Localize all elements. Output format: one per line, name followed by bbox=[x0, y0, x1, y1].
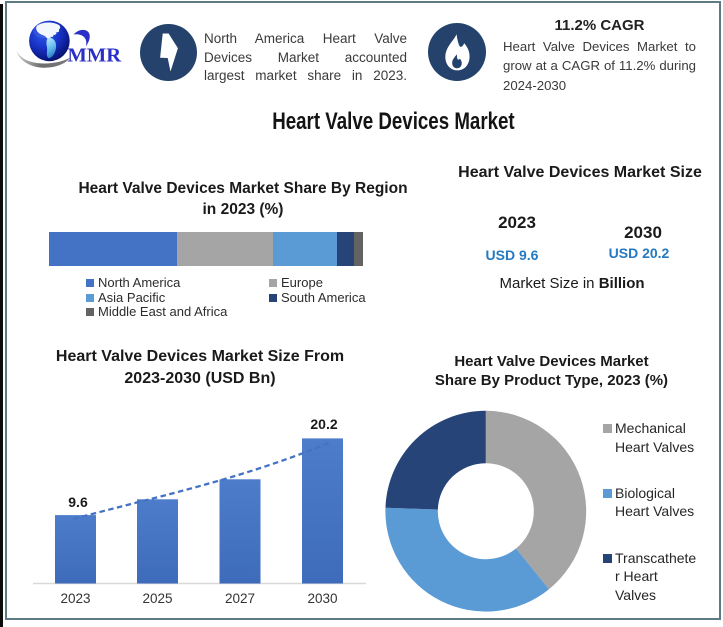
svg-text:MMR: MMR bbox=[68, 44, 122, 66]
